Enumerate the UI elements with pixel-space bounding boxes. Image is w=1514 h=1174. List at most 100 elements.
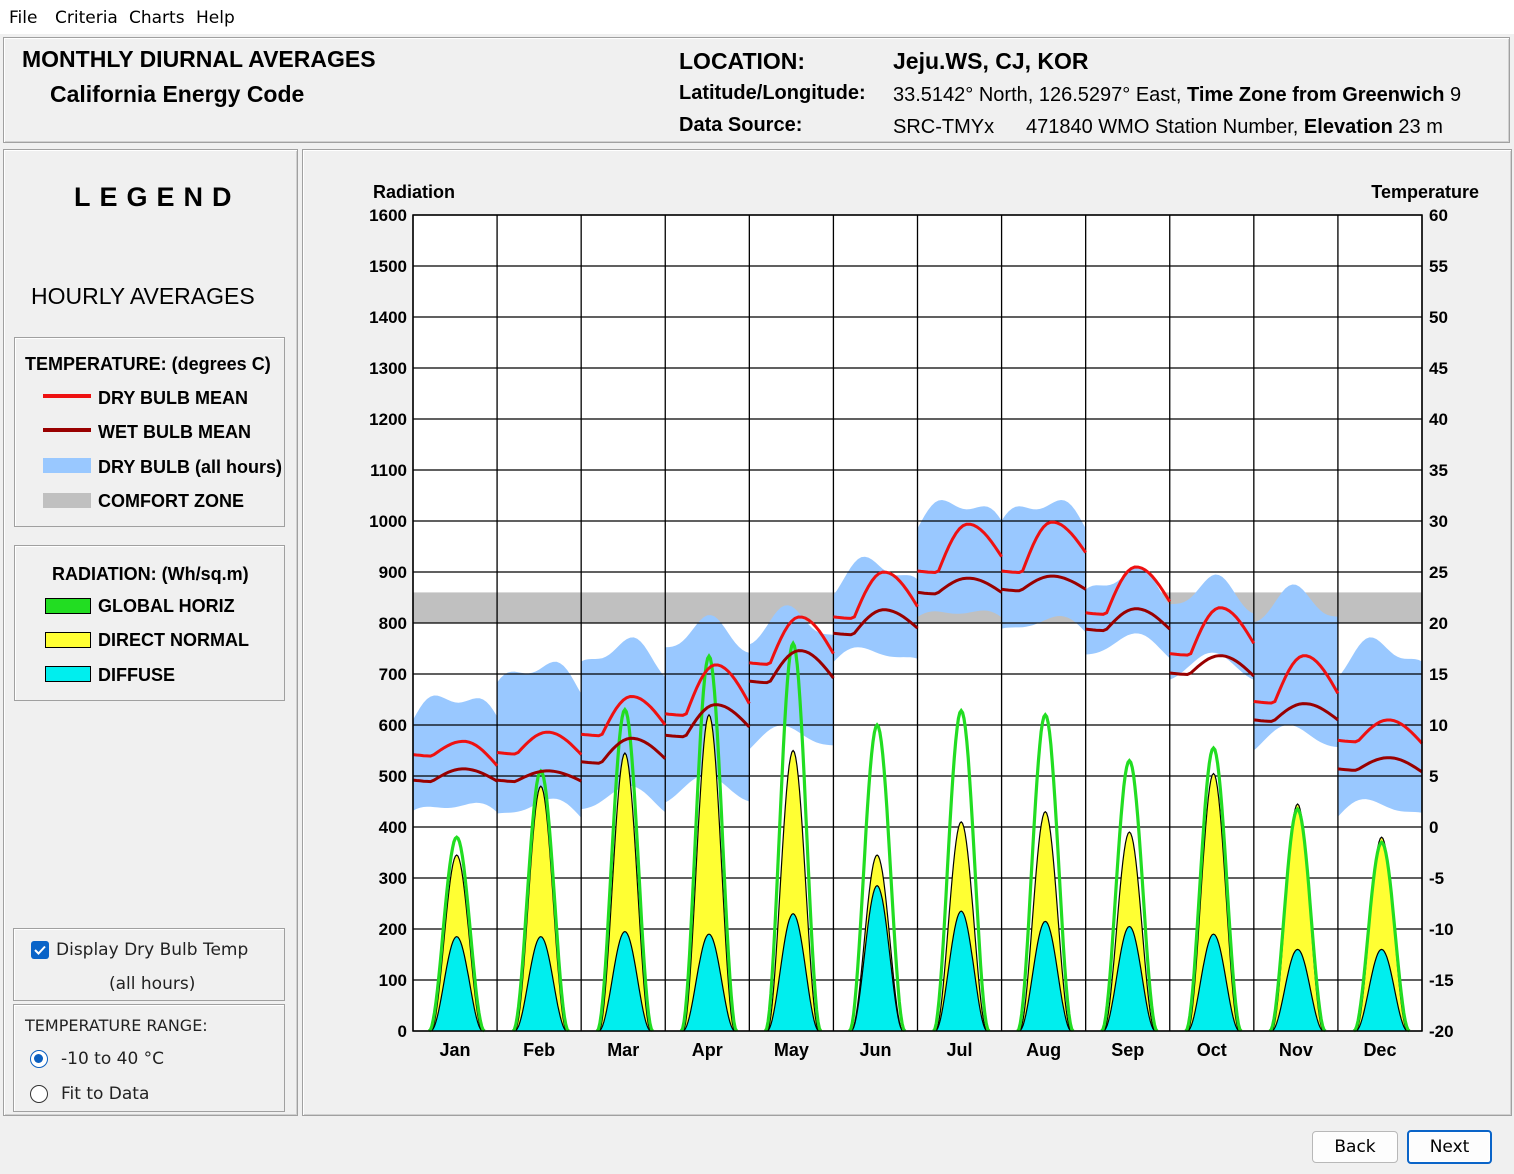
dry-bulb-mean-line-dec bbox=[1337, 718, 1424, 745]
wet-bulb-mean-line-jan bbox=[412, 767, 498, 784]
month-label: Dec bbox=[1363, 1040, 1396, 1060]
direct-normal-area-feb bbox=[514, 786, 567, 1031]
right-tick-label: 0 bbox=[1429, 818, 1438, 837]
display-drybulb-box: Display Dry Bulb Temp (all hours) bbox=[13, 928, 285, 1001]
latlon-value: 33.5142° North, 126.5297° East, bbox=[893, 84, 1182, 106]
right-axis-title: Temperature bbox=[1371, 182, 1479, 202]
dry-bulb-all-hours-swatch bbox=[43, 458, 91, 473]
left-tick-label: 1500 bbox=[369, 257, 407, 276]
back-button[interactable]: Back bbox=[1312, 1131, 1398, 1163]
dry-bulb-mean-line-apr bbox=[665, 663, 751, 717]
legend-subtitle: HOURLY AVERAGES bbox=[31, 283, 255, 309]
source-value: SRC-TMYx bbox=[893, 116, 995, 138]
dry-bulb-mean-swatch bbox=[43, 394, 91, 398]
range-radio-fixed[interactable] bbox=[30, 1050, 48, 1068]
diffuse-area-sep bbox=[1103, 926, 1156, 1031]
diffuse-area-jul bbox=[935, 911, 988, 1031]
dry-bulb-mean-line-feb bbox=[496, 730, 583, 756]
dry-bulb-band-jul bbox=[917, 500, 1002, 618]
global-horiz-line-apr bbox=[679, 653, 739, 1032]
direct-normal-area-apr bbox=[682, 714, 735, 1031]
dry-bulb-all-hours-label: DRY BULB (all hours) bbox=[98, 457, 283, 477]
month-label: Apr bbox=[692, 1040, 723, 1060]
month-label: Feb bbox=[523, 1040, 555, 1060]
range-radio-fit[interactable] bbox=[30, 1085, 48, 1103]
station-value: 471840 WMO Station Number, bbox=[1026, 116, 1299, 138]
direct-normal-outline-jun bbox=[850, 854, 904, 1032]
diffuse-outline-dec bbox=[1355, 948, 1408, 1032]
dry-bulb-mean-line-jun bbox=[833, 570, 919, 620]
wet-bulb-mean-line-oct bbox=[1169, 654, 1255, 678]
display-dry-bulb-checkbox[interactable] bbox=[31, 941, 49, 959]
month-label: Jan bbox=[440, 1040, 471, 1060]
left-tick-label: 200 bbox=[379, 920, 407, 939]
right-tick-label: -20 bbox=[1429, 1022, 1454, 1041]
diffuse-area-jun bbox=[851, 885, 904, 1031]
temperature-legend-box: TEMPERATURE: (degrees C) DRY BULB MEAN W… bbox=[14, 337, 285, 527]
right-tick-label: 30 bbox=[1429, 512, 1448, 531]
global-horiz-line-oct bbox=[1184, 745, 1243, 1033]
global-horiz-label: GLOBAL HORIZ bbox=[98, 596, 235, 616]
menu-criteria[interactable]: Criteria bbox=[55, 8, 118, 28]
header-panel: MONTHLY DIURNAL AVERAGES California Ener… bbox=[3, 37, 1510, 143]
diffuse-outline-jun bbox=[850, 884, 904, 1032]
diffuse-outline-sep bbox=[1103, 925, 1156, 1032]
menu-file[interactable]: File bbox=[9, 8, 38, 28]
diffuse-outline-aug bbox=[1018, 920, 1072, 1032]
global-horiz-line-jan bbox=[427, 835, 486, 1033]
direct-normal-area-mar bbox=[598, 753, 651, 1031]
diffuse-area-aug bbox=[1019, 921, 1072, 1031]
month-label: Oct bbox=[1197, 1040, 1227, 1060]
menu-help[interactable]: Help bbox=[196, 8, 235, 28]
diffuse-outline-oct bbox=[1187, 933, 1240, 1032]
month-label: Nov bbox=[1279, 1040, 1313, 1060]
left-tick-label: 700 bbox=[379, 665, 407, 684]
dry-bulb-mean-line-may bbox=[749, 615, 835, 666]
location-value: Jeju.WS, CJ, KOR bbox=[893, 48, 1089, 74]
direct-normal-area-may bbox=[767, 750, 820, 1031]
right-tick-label: 60 bbox=[1429, 206, 1448, 225]
diffuse-swatch bbox=[45, 666, 91, 682]
direct-normal-swatch bbox=[45, 632, 91, 648]
range-option-fixed[interactable]: -10 to 40 °C bbox=[61, 1049, 165, 1069]
menu-charts[interactable]: Charts bbox=[129, 8, 185, 28]
diffuse-outline-feb bbox=[514, 935, 568, 1032]
legend-panel: LEGEND HOURLY AVERAGES TEMPERATURE: (deg… bbox=[3, 149, 298, 1116]
elevation-label: Elevation bbox=[1303, 116, 1393, 138]
right-tick-label: 5 bbox=[1429, 767, 1438, 786]
right-tick-label: 50 bbox=[1429, 308, 1448, 327]
direct-normal-outline-jul bbox=[934, 821, 988, 1032]
temperature-range-box: TEMPERATURE RANGE: -10 to 40 °C Fit to D… bbox=[13, 1004, 285, 1112]
wet-bulb-mean-line-apr bbox=[665, 703, 751, 739]
direct-normal-area-dec bbox=[1355, 837, 1408, 1031]
legend-title: LEGEND bbox=[74, 182, 241, 212]
direct-normal-outline-may bbox=[766, 749, 820, 1032]
global-horiz-swatch bbox=[45, 598, 91, 614]
timezone-label: Time Zone from Greenwich bbox=[1186, 84, 1445, 106]
range-option-fit[interactable]: Fit to Data bbox=[61, 1084, 150, 1104]
dry-bulb-band-dec bbox=[1337, 637, 1422, 817]
diffuse-area-apr bbox=[682, 934, 735, 1031]
dry-bulb-band-nov bbox=[1253, 584, 1338, 751]
global-horiz-line-may bbox=[763, 640, 823, 1032]
comfort-zone-label: COMFORT ZONE bbox=[98, 491, 244, 511]
left-tick-label: 100 bbox=[379, 971, 407, 990]
display-dry-bulb-label-line1[interactable]: Display Dry Bulb Temp bbox=[56, 940, 249, 960]
location-label: LOCATION: bbox=[679, 48, 806, 74]
right-tick-label: -15 bbox=[1429, 971, 1454, 990]
temperature-legend-heading: TEMPERATURE: (degrees C) bbox=[25, 354, 271, 374]
display-dry-bulb-label-line2: (all hours) bbox=[109, 974, 196, 994]
left-tick-label: 0 bbox=[398, 1022, 407, 1041]
left-tick-label: 1000 bbox=[369, 512, 407, 531]
right-tick-label: 25 bbox=[1429, 563, 1448, 582]
diffuse-area-dec bbox=[1355, 949, 1408, 1031]
dry-bulb-band-may bbox=[749, 605, 834, 750]
next-button[interactable]: Next bbox=[1407, 1130, 1492, 1164]
elevation-value: 23 m bbox=[1398, 116, 1443, 138]
dry-bulb-mean-line-sep bbox=[1085, 565, 1172, 616]
dry-bulb-band-sep bbox=[1085, 566, 1170, 659]
diffuse-area-nov bbox=[1271, 949, 1324, 1031]
dry-bulb-band-jun bbox=[833, 556, 918, 663]
dry-bulb-mean-line-jul bbox=[917, 522, 1003, 575]
direct-normal-outline-mar bbox=[598, 751, 652, 1032]
